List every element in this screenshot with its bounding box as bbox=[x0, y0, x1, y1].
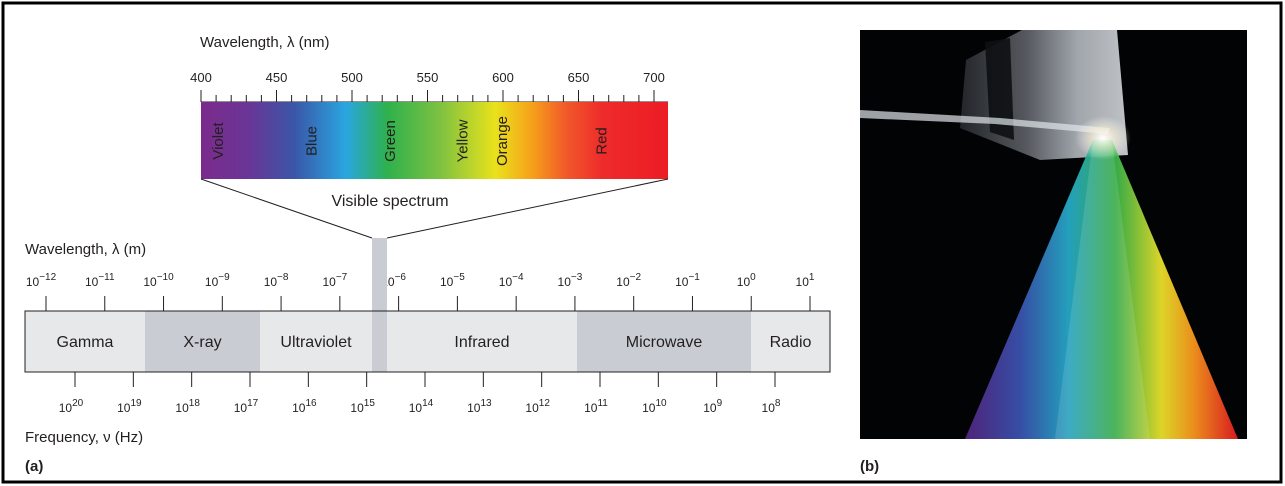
frequency-tick-label: 108 bbox=[762, 398, 781, 415]
prism-shadow bbox=[985, 38, 1014, 140]
frequency-tick-label: 1011 bbox=[584, 398, 608, 415]
em-regions: Gamma X-ray Ultraviolet Infrared Microwave Ra… bbox=[25, 311, 830, 372]
em-region-label: Microwave bbox=[626, 334, 703, 351]
wavelength-tick-label: 10−8 bbox=[264, 272, 289, 289]
wavelength-tick-label: 100 bbox=[737, 272, 756, 289]
panel-a-label: (a) bbox=[25, 458, 43, 475]
frequency-tick-label: 1010 bbox=[642, 398, 667, 415]
visible-band-label: Yellow bbox=[455, 119, 472, 162]
visible-spectrum-bar bbox=[201, 102, 668, 179]
wavelength-tick-label: 10−3 bbox=[558, 272, 583, 289]
visible-spectrum-caption: Visible spectrum bbox=[331, 193, 448, 210]
em-region-label: X-ray bbox=[183, 334, 221, 351]
visible-band-labels: Violet Blue Green Yellow Orange Red bbox=[210, 116, 611, 166]
wavelength-tick-label: 10−7 bbox=[322, 272, 347, 289]
wavelength-tick-label: 10−9 bbox=[205, 272, 230, 289]
incident-light-beam bbox=[860, 110, 1110, 134]
em-region-label: Ultraviolet bbox=[280, 334, 352, 351]
wavelength-tick-label: 10−10 bbox=[143, 272, 174, 289]
wavelength-tick-label: 101 bbox=[796, 272, 815, 289]
visible-tick-label: 550 bbox=[417, 70, 439, 85]
visible-tick-label: 450 bbox=[266, 70, 288, 85]
em-region-label: Radio bbox=[770, 334, 812, 351]
funnel-left-line bbox=[200, 178, 373, 239]
frequency-tick-label: 1015 bbox=[350, 398, 375, 415]
frequency-tick-label: 1016 bbox=[292, 398, 317, 415]
em-wavelength-title: Wavelength, λ (m) bbox=[25, 241, 146, 258]
em-frequency-title: Frequency, ν (Hz) bbox=[25, 429, 143, 446]
beam-highlight bbox=[1055, 140, 1150, 439]
frequency-tick-label: 1014 bbox=[409, 398, 434, 415]
frequency-tick-label: 1018 bbox=[175, 398, 200, 415]
frequency-tick-label: 1020 bbox=[59, 398, 84, 415]
wavelength-tick-label: 10−1 bbox=[675, 272, 700, 289]
visible-band-strip bbox=[372, 238, 387, 372]
em-region-box bbox=[387, 311, 577, 372]
visible-tick-label: 700 bbox=[643, 70, 665, 85]
em-region-box bbox=[25, 311, 145, 372]
visible-band-label: Orange bbox=[494, 116, 511, 166]
exit-glow bbox=[1075, 116, 1131, 160]
em-region-box bbox=[145, 311, 260, 372]
dispersed-spectrum-beam bbox=[965, 140, 1238, 439]
panel-b-label: (b) bbox=[860, 458, 879, 475]
visible-tick-label: 650 bbox=[568, 70, 590, 85]
frequency-tick-label: 1012 bbox=[525, 398, 550, 415]
em-wavelength-ticks: 10−12 10−11 10−10 10−9 10−8 10−7 10−6 10−5 10−4 1… bbox=[26, 272, 815, 311]
visible-band-label: Red bbox=[594, 127, 611, 155]
em-region-box bbox=[577, 311, 751, 372]
visible-band-label: Blue bbox=[304, 126, 321, 156]
em-region-label: Gamma bbox=[57, 334, 114, 351]
frequency-tick-label: 1017 bbox=[234, 398, 259, 415]
frequency-tick-label: 1013 bbox=[467, 398, 492, 415]
visible-axis-title: Wavelength, λ (nm) bbox=[200, 34, 330, 51]
visible-tick-label: 400 bbox=[190, 70, 212, 85]
wavelength-tick-label: 10−2 bbox=[616, 272, 641, 289]
wavelength-tick-label: 10−4 bbox=[499, 272, 524, 289]
visible-tick-label: 500 bbox=[341, 70, 363, 85]
em-frequency-ticks: 1020 1019 1018 1017 1016 1015 1014 1013 1012 1011… bbox=[59, 372, 781, 415]
visible-tick-label: 600 bbox=[492, 70, 514, 85]
em-region-box-uv bbox=[260, 311, 372, 372]
frequency-tick-label: 109 bbox=[703, 398, 722, 415]
funnel-right-line bbox=[386, 178, 669, 239]
em-bar-outline bbox=[24, 310, 831, 373]
wavelength-tick-label: 10−12 bbox=[26, 272, 57, 289]
prism-dispersion-photo bbox=[860, 30, 1247, 439]
em-region-box bbox=[751, 311, 830, 372]
visible-band-label: Violet bbox=[210, 122, 227, 160]
wavelength-tick-label: 10−11 bbox=[85, 272, 115, 289]
visible-tick-group: 400 450 500 550 600 650 700 bbox=[190, 70, 665, 102]
em-region-label: Infrared bbox=[454, 334, 509, 351]
visible-band-label: Green bbox=[382, 120, 399, 162]
frequency-tick-label: 1019 bbox=[117, 398, 142, 415]
wavelength-tick-label: 10−5 bbox=[440, 272, 465, 289]
